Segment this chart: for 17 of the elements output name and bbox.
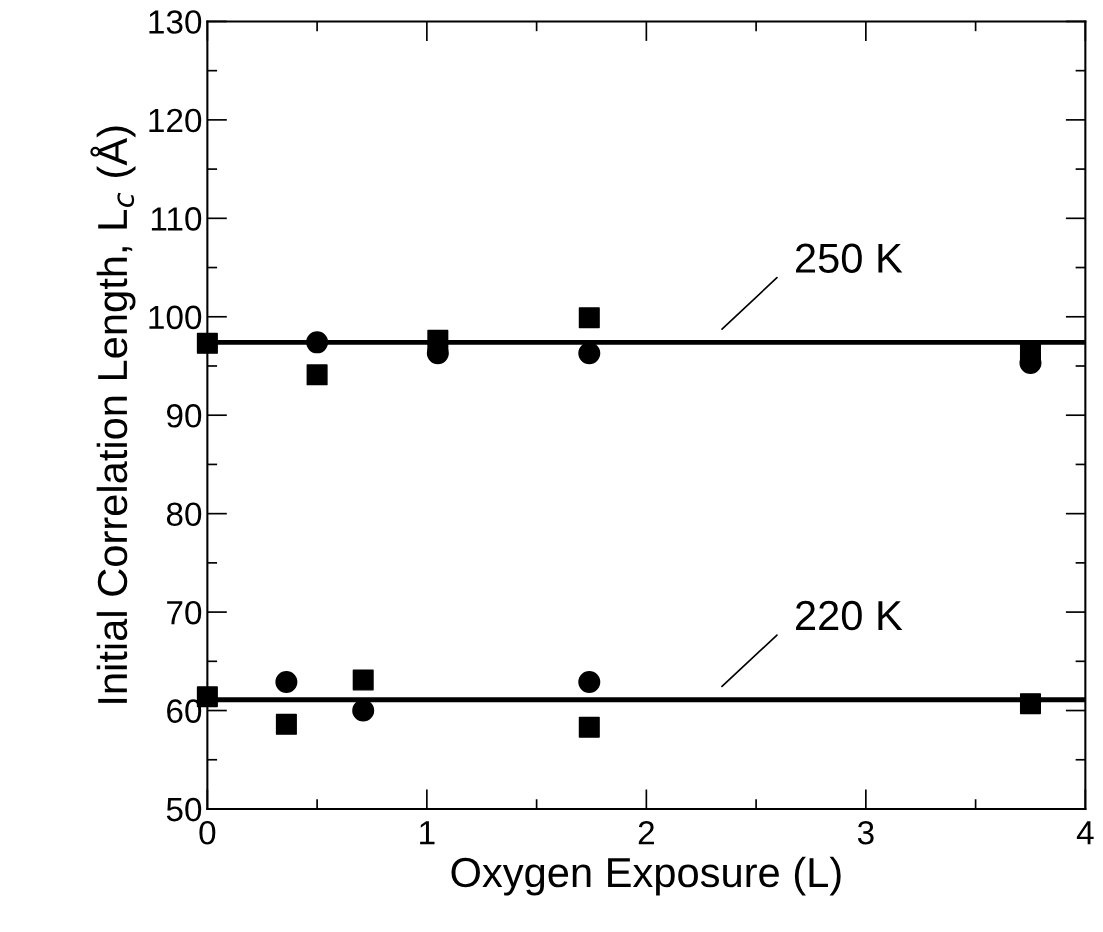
- x-tick-label: 4: [1076, 821, 1094, 845]
- annotation: 220 K: [796, 600, 903, 631]
- y-tick-label: 90: [166, 404, 202, 428]
- y-tick-label: 120: [149, 108, 202, 133]
- x-tick-label: 0: [199, 820, 216, 845]
- annotation: 250 K: [796, 243, 903, 273]
- x-tick-label: 2: [638, 820, 654, 845]
- x-axis-title: Oxygen Exposure (L): [451, 856, 841, 896]
- y-tick-label: 70: [167, 600, 202, 625]
- y-tick-label: 80: [166, 502, 202, 527]
- y-axis-title: Initial Correlation Length, L$_{c}$ (Å): [90, 126, 136, 703]
- y-tick-label: 100: [149, 305, 202, 330]
- y-tick-label: 130: [149, 10, 202, 34]
- y-tick-label: 50: [166, 797, 202, 822]
- y-tick-label: 110: [151, 207, 202, 231]
- x-tick-label: 3: [857, 820, 874, 845]
- x-tick-label: 1: [420, 821, 435, 845]
